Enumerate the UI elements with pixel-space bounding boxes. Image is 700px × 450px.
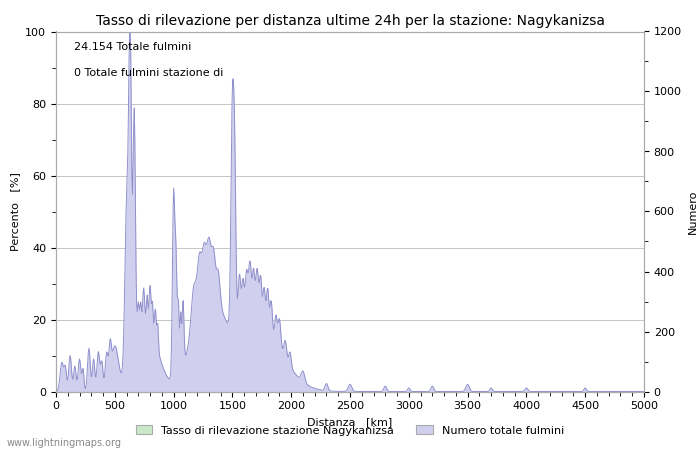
X-axis label: Distanza   [km]: Distanza [km] [307, 417, 393, 427]
Text: 0 Totale fulmini stazione di: 0 Totale fulmini stazione di [74, 68, 223, 77]
Y-axis label: Numero: Numero [687, 189, 697, 234]
Legend: Tasso di rilevazione stazione Nagykanizsa, Numero totale fulmini: Tasso di rilevazione stazione Nagykanizs… [132, 421, 568, 440]
Text: www.lightningmaps.org: www.lightningmaps.org [7, 438, 122, 448]
Y-axis label: Percento   [%]: Percento [%] [10, 172, 20, 251]
Text: 24.154 Totale fulmini: 24.154 Totale fulmini [74, 42, 191, 52]
Title: Tasso di rilevazione per distanza ultime 24h per la stazione: Nagykanizsa: Tasso di rilevazione per distanza ultime… [95, 14, 605, 27]
